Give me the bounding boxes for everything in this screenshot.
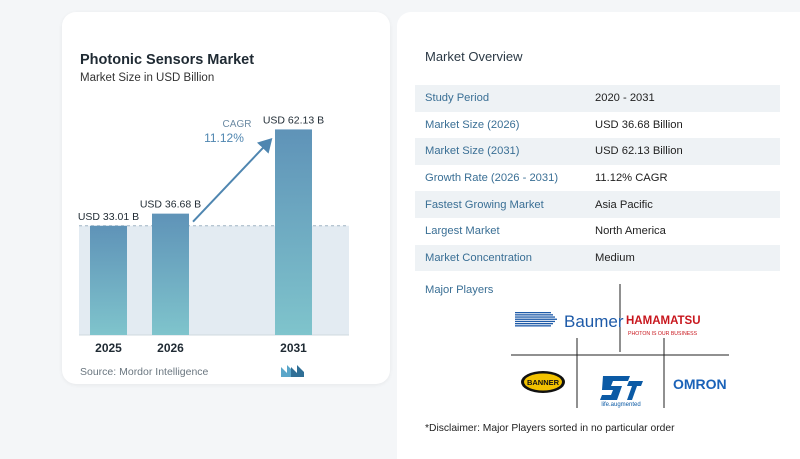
- hamamatsu-logo-text: HAMAMATSU: [626, 315, 701, 327]
- overview-label: Market Size (2031): [425, 145, 520, 158]
- chart-card: USD 33.01 B 2025 USD 36.68 B 2026 USD 62.13 …: [62, 12, 390, 384]
- disclaimer-note: *Disclaimer: Major Players sorted in no …: [425, 423, 675, 434]
- overview-label: Fastest Growing Market: [425, 198, 544, 211]
- overview-row: Study Period 2020 - 2031: [415, 85, 780, 112]
- mordor-logo-icon: [281, 365, 304, 377]
- baumer-stripe: [515, 320, 555, 323]
- banner-logo-text: BANNER: [527, 378, 560, 387]
- banner-oval-inner-icon: [524, 373, 562, 391]
- st-s-shape-icon: [600, 376, 630, 400]
- overview-label: Market Concentration: [425, 251, 532, 264]
- x-tick-label: 2025: [95, 341, 122, 355]
- baumer-logo: Baumer: [515, 312, 624, 331]
- data-label: USD 62.13 B: [263, 114, 324, 126]
- st-logo-text: ST: [622, 367, 624, 369]
- baumer-stripe: [515, 312, 551, 314]
- overview-value: USD 36.68 Billion: [595, 118, 683, 131]
- cagr-value: 11.12%: [204, 131, 244, 145]
- overview-row: Largest Market North America: [415, 218, 780, 245]
- overview-value: 11.12% CAGR: [595, 172, 668, 185]
- baumer-stripes-icon: [515, 312, 557, 327]
- bar: [90, 225, 127, 335]
- baumer-stripe: [515, 325, 551, 327]
- st-t-shape-icon: [627, 381, 643, 400]
- bar-chart: USD 33.01 B 2025 USD 36.68 B 2026 USD 62.13 …: [78, 114, 349, 355]
- overview-value: Medium: [595, 251, 635, 264]
- chart-title: Photonic Sensors Market: [80, 52, 255, 68]
- overview-label: Growth Rate (2026 - 2031): [425, 172, 559, 185]
- data-label: USD 36.68 B: [140, 199, 201, 211]
- overview-row: Fastest Growing Market Asia Pacific: [415, 191, 780, 218]
- data-label: USD 33.01 B: [78, 211, 139, 223]
- baumer-stripe: [515, 318, 557, 320]
- overview-table: Study Period 2020 - 2031 Market Size (20…: [415, 85, 780, 272]
- overview-value: North America: [595, 225, 666, 238]
- overview-label: Market Size (2026): [425, 118, 520, 131]
- baumer-stripe: [515, 316, 555, 318]
- overview-value: Asia Pacific: [595, 198, 653, 211]
- overview-value: 2020 - 2031: [595, 92, 655, 105]
- x-tick-label: 2031: [280, 341, 307, 355]
- overview-row: Market Size (2031) USD 62.13 Billion: [415, 138, 780, 165]
- baumer-logo-text: Baumer: [564, 312, 624, 331]
- bar: [275, 129, 312, 335]
- market-overview-panel: Market Overview Study Period 2020 - 2031…: [397, 12, 800, 459]
- banner-oval-icon: [521, 371, 565, 393]
- x-tick-label: 2026: [157, 341, 184, 355]
- baumer-stripe: [515, 323, 553, 325]
- cagr-label: CAGR: [223, 119, 252, 130]
- overview-row: Growth Rate (2026 - 2031) 11.12% CAGR: [415, 165, 780, 192]
- st-logo: ST life.augmented: [600, 367, 643, 408]
- chart-subtitle: Market Size in USD Billion: [80, 72, 215, 84]
- bar: [152, 213, 189, 335]
- hamamatsu-logo: HAMAMATSU PHOTON IS OUR BUSINESS: [626, 315, 701, 337]
- baumer-stripe: [515, 314, 553, 316]
- overview-value: USD 62.13 Billion: [595, 145, 683, 158]
- banner-logo: BANNER: [521, 371, 565, 393]
- major-players-heading: Major Players: [425, 284, 494, 296]
- overview-heading: Market Overview: [425, 49, 523, 64]
- st-tagline: life.augmented: [601, 402, 640, 408]
- omron-logo-text: OMRON: [673, 376, 727, 392]
- hamamatsu-tagline: PHOTON IS OUR BUSINESS: [628, 331, 698, 337]
- overview-row: Market Size (2026) USD 36.68 Billion: [415, 112, 780, 139]
- cagr-arrow: [192, 137, 273, 223]
- overview-row: Market Concentration Medium: [415, 244, 780, 272]
- source-note: Source: Mordor Intelligence: [80, 366, 209, 378]
- overview-label: Study Period: [425, 92, 490, 105]
- overview-label: Largest Market: [425, 225, 500, 238]
